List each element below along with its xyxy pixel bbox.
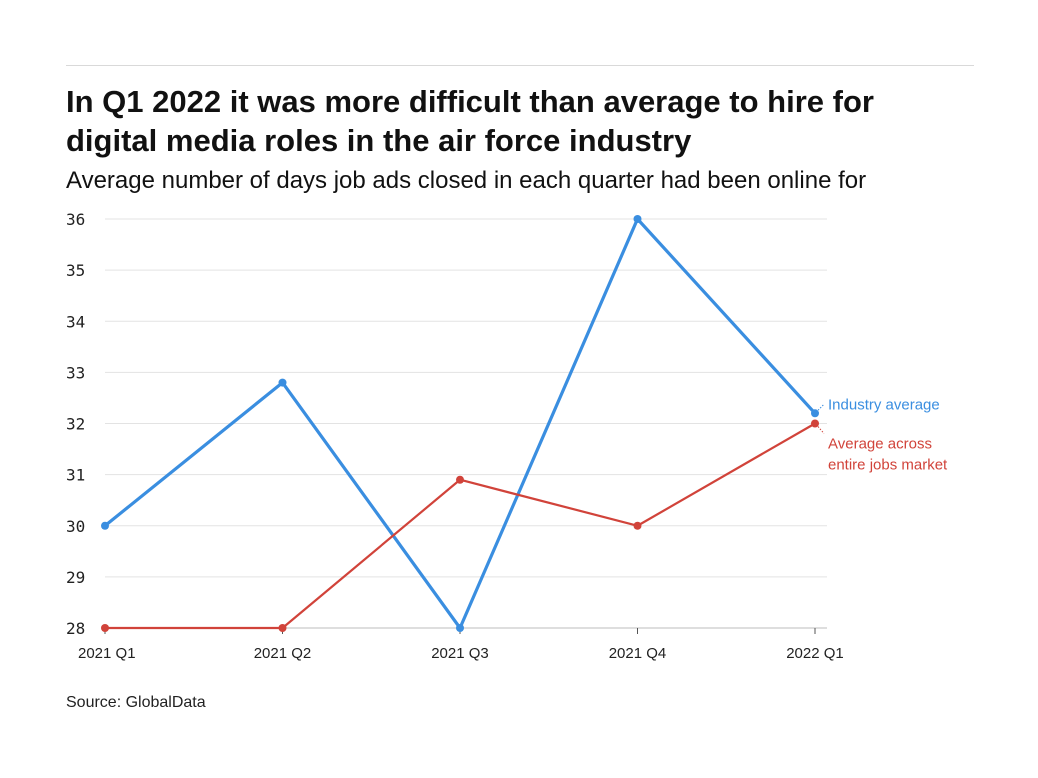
- data-point-0-0: [101, 521, 109, 530]
- source-note: Source: GlobalData: [66, 694, 206, 711]
- data-point-1-1: [278, 624, 287, 632]
- x-tick-label-3: 2021 Q4: [609, 645, 667, 662]
- data-point-0-4: [811, 409, 819, 418]
- chart-subtitle: Average number of days job ads closed in…: [66, 167, 867, 194]
- series-label-leader-0: [817, 403, 825, 411]
- data-point-1-0: [101, 624, 109, 632]
- x-tick-label-1: 2021 Q2: [254, 645, 312, 662]
- data-point-0-2: [456, 624, 464, 632]
- series-label-leader-1: [817, 426, 825, 434]
- data-point-0-3: [633, 215, 642, 223]
- gridlines: [105, 218, 827, 629]
- x-tick-label-4: 2022 Q1: [786, 645, 844, 662]
- y-tick-label-31: 31: [66, 466, 85, 485]
- series-label-0: Industry average: [828, 396, 940, 413]
- x-tick-label-2: 2021 Q3: [431, 645, 489, 662]
- series-label-1-line-0: Average across: [828, 436, 932, 453]
- series-label-1: Average across entire jobs market: [828, 436, 948, 474]
- y-tick-label-30: 30: [66, 517, 85, 536]
- y-tick-label-28: 28: [66, 619, 85, 638]
- axes: 28 29 30 31 32 33 34 35 36 2021 Q1 2021 Q2 2021 Q3 2…: [66, 210, 844, 662]
- x-tick-label-0: 2021 Q1: [78, 645, 136, 662]
- data-point-0-1: [278, 378, 287, 387]
- data-point-1-3: [633, 521, 642, 530]
- data-point-1-4: [811, 419, 819, 428]
- series-label-1-line-1: entire jobs market: [828, 457, 948, 474]
- data-point-1-2: [456, 475, 464, 484]
- y-tick-label-35: 35: [66, 261, 85, 280]
- y-tick-label-36: 36: [66, 210, 85, 229]
- chart-title: In Q1 2022 it was more difficult than av…: [66, 84, 874, 158]
- y-tick-label-34: 34: [66, 312, 85, 331]
- y-tick-label-33: 33: [66, 363, 85, 382]
- y-tick-label-29: 29: [66, 568, 85, 587]
- series-label-0-line-0: Industry average: [828, 396, 940, 413]
- series-lines: [101, 215, 819, 632]
- y-tick-label-32: 32: [66, 415, 85, 434]
- series-labels: Industry average Average across entire job…: [817, 396, 948, 474]
- top-divider: [66, 65, 974, 66]
